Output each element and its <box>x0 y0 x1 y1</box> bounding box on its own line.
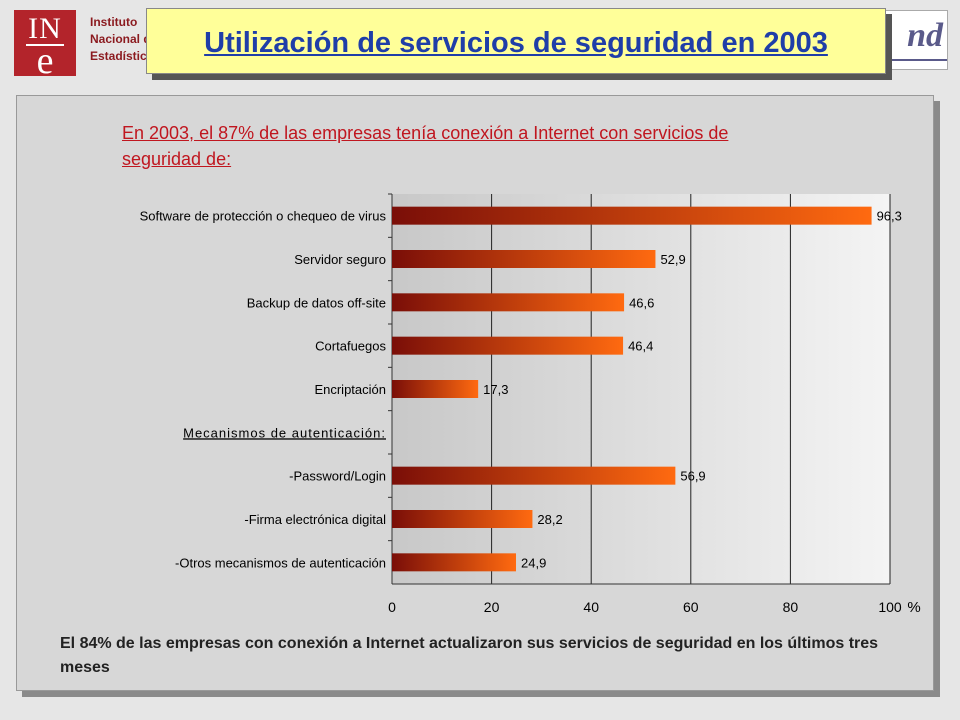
category-label-3: Cortafuegos <box>315 339 386 354</box>
institute-line-3: Estadística <box>90 49 150 63</box>
chart-footnote: El 84% de las empresas con conexión a In… <box>60 635 879 676</box>
value-label-7: 28,2 <box>537 512 562 527</box>
category-label-6: -Password/Login <box>289 469 386 484</box>
logo-bottom-text: e <box>36 40 54 82</box>
value-label-6: 56,9 <box>680 469 705 484</box>
value-label-0: 96,3 <box>877 209 902 224</box>
bar-8 <box>392 553 517 572</box>
value-label-3: 46,4 <box>628 339 653 354</box>
institute-line-2: Nacional de <box>90 32 150 46</box>
category-label-4: Encriptación <box>314 382 386 397</box>
bar-4 <box>392 380 479 398</box>
partner-logo-text: nd <box>907 17 943 54</box>
page-title: Utilización de servicios de seguridad en… <box>204 27 828 59</box>
x-tick-label-40: 40 <box>583 599 599 615</box>
partner-logo-underline <box>881 59 947 61</box>
x-tick-label-80: 80 <box>783 599 799 615</box>
x-tick-label-60: 60 <box>683 599 699 615</box>
bar-7 <box>392 510 533 528</box>
category-label-2: Backup de datos off-site <box>247 295 386 310</box>
category-heading-label: Mecanismos de autenticación: <box>183 425 386 440</box>
bar-0 <box>392 206 872 225</box>
bar-6 <box>392 466 676 485</box>
x-unit-label: % <box>907 599 920 616</box>
bar-3 <box>392 336 624 355</box>
bar-2 <box>392 293 625 312</box>
institute-name: Instituto Nacional de Estadística <box>90 14 150 65</box>
value-label-2: 46,6 <box>629 295 654 310</box>
category-label-0: Software de protección o chequeo de viru… <box>140 209 387 224</box>
title-box: Utilización de servicios de seguridad en… <box>146 8 886 74</box>
logo-top-text: IN <box>28 12 62 45</box>
institute-line-1: Instituto <box>90 15 138 29</box>
value-label-8: 24,9 <box>521 555 546 570</box>
category-label-7: -Firma electrónica digital <box>244 512 386 527</box>
x-tick-label-100: 100 <box>878 599 902 615</box>
logo-divider <box>26 44 64 46</box>
category-label-8: -Otros mecanismos de autenticación <box>175 555 386 570</box>
x-tick-label-20: 20 <box>484 599 500 615</box>
value-label-4: 17,3 <box>483 382 508 397</box>
category-label-1: Servidor seguro <box>294 252 386 267</box>
ine-logo: IN e <box>14 10 76 80</box>
x-tick-label-0: 0 <box>388 599 396 615</box>
bar-1 <box>392 250 656 268</box>
chart-subtitle: En 2003, el 87% de las empresas tenía co… <box>122 123 729 169</box>
value-label-1: 52,9 <box>660 252 685 267</box>
